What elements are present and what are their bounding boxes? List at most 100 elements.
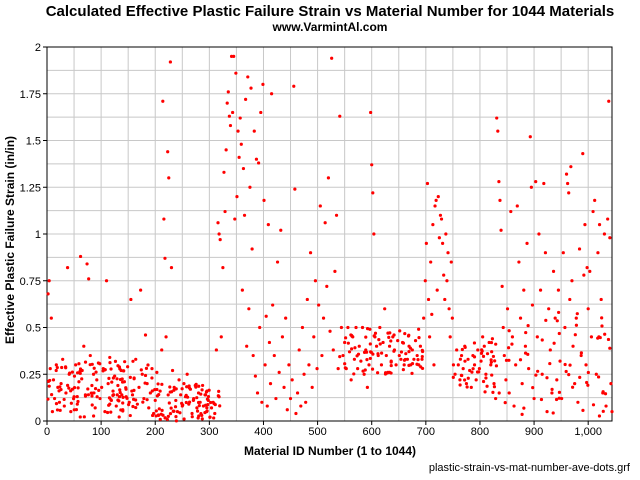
data-point [182, 417, 186, 421]
data-point [117, 399, 121, 403]
data-point [122, 369, 126, 373]
data-point [199, 411, 203, 416]
data-point [82, 415, 86, 419]
data-point [128, 375, 132, 380]
data-point [439, 217, 444, 221]
data-point [566, 181, 570, 186]
data-point [219, 335, 223, 339]
data-point [97, 388, 101, 393]
data-point [354, 325, 358, 330]
data-point [599, 297, 603, 302]
data-point [92, 366, 96, 370]
data-point [551, 411, 555, 415]
data-point [510, 335, 515, 339]
data-point [75, 402, 79, 406]
data-point [168, 385, 172, 389]
data-point [231, 110, 235, 115]
data-point [113, 359, 118, 363]
data-point [208, 415, 212, 419]
data-point [244, 97, 248, 101]
y-axis-ticks: 0 0.25 0.5 0.75 1 1.25 1.5 1.75 2 [20, 42, 47, 428]
data-point [378, 342, 382, 346]
data-point [155, 370, 159, 374]
data-point [557, 331, 561, 336]
data-point [317, 303, 321, 307]
data-point [46, 397, 50, 401]
data-point [203, 410, 207, 415]
data-point [107, 403, 111, 407]
data-point [556, 288, 561, 292]
y-tick-label: 0 [35, 416, 41, 428]
data-point [173, 405, 178, 409]
data-point [315, 367, 319, 371]
data-point [51, 378, 56, 382]
data-point [399, 357, 403, 361]
data-point [426, 297, 431, 302]
data-point [222, 170, 226, 174]
data-point [398, 329, 402, 333]
data-point [567, 191, 571, 195]
data-point [158, 389, 162, 393]
data-point [165, 417, 169, 422]
data-point [586, 307, 590, 311]
data-point [88, 353, 92, 358]
data-point [174, 387, 178, 391]
data-point [417, 336, 421, 340]
data-point [446, 251, 450, 255]
data-point [534, 373, 538, 377]
data-point [65, 383, 70, 387]
data-point [65, 266, 70, 270]
data-point [117, 395, 122, 399]
data-point [574, 323, 579, 327]
data-point [46, 292, 50, 296]
data-point [59, 382, 63, 386]
data-point [199, 392, 203, 396]
data-point [392, 333, 396, 337]
y-tick-label: 0.5 [26, 323, 41, 335]
data-point [70, 370, 75, 374]
data-point [520, 382, 524, 386]
data-point [325, 284, 329, 288]
x-tick-label: 600 [363, 426, 381, 438]
data-point [603, 392, 608, 396]
data-point [504, 358, 509, 362]
data-point [360, 325, 365, 330]
data-point [451, 363, 456, 367]
data-point [104, 279, 109, 283]
data-point [54, 363, 58, 367]
data-point [228, 123, 233, 128]
data-point [471, 367, 475, 371]
data-point [106, 382, 110, 386]
data-point [476, 348, 480, 352]
data-point [424, 241, 428, 245]
data-point [436, 195, 440, 199]
data-point [489, 363, 493, 367]
data-point [217, 389, 221, 393]
data-point [93, 387, 98, 391]
data-point [217, 232, 221, 236]
data-point [197, 404, 201, 408]
data-point [130, 393, 135, 397]
data-point [368, 342, 372, 346]
data-point [251, 353, 255, 358]
data-point [121, 401, 125, 405]
data-point [434, 198, 438, 202]
data-point [589, 335, 594, 339]
data-point [144, 366, 149, 371]
data-point [584, 363, 588, 367]
data-point [507, 329, 511, 333]
data-point [52, 396, 57, 401]
data-point [597, 223, 602, 227]
data-point [72, 386, 77, 390]
x-tick-label: 0 [44, 426, 50, 438]
data-point [601, 409, 605, 413]
data-point [494, 342, 498, 346]
data-point [218, 238, 222, 242]
data-point [261, 82, 265, 86]
data-point [209, 400, 213, 405]
data-point [458, 357, 462, 361]
data-point [359, 359, 363, 363]
data-point [118, 390, 122, 395]
data-point [93, 406, 97, 410]
data-point [525, 241, 529, 245]
